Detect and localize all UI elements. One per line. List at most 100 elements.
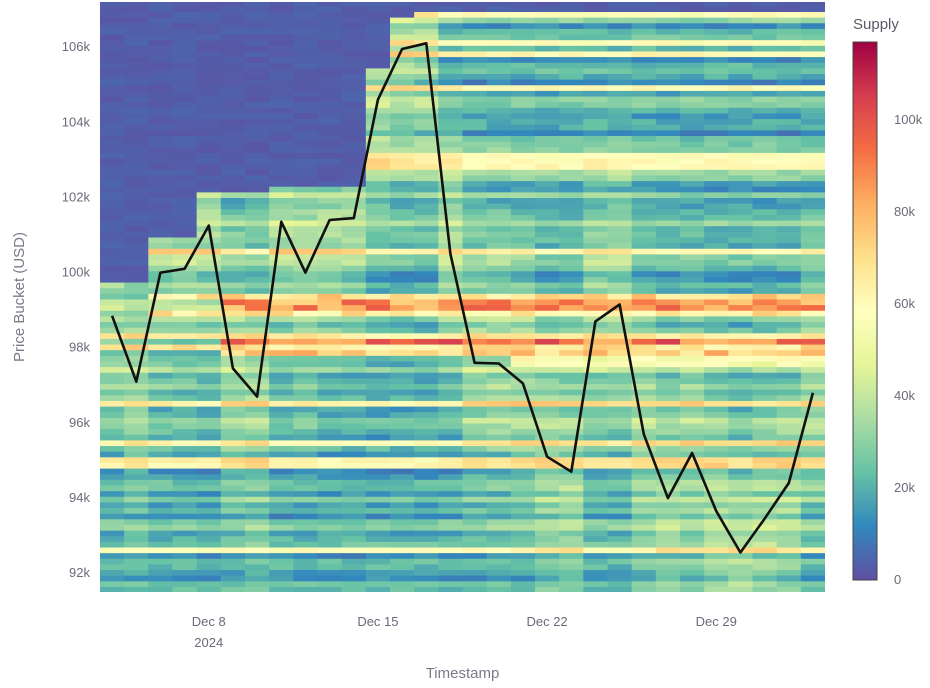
heatmap-cell (486, 17, 512, 24)
heatmap-cell (220, 484, 246, 492)
heatmap-cell (148, 45, 174, 52)
heatmap-cell (559, 62, 584, 69)
heatmap-cell (172, 394, 198, 401)
heatmap-cell (341, 484, 367, 492)
heatmap-cell (438, 439, 464, 447)
heatmap-cell (776, 242, 802, 249)
heatmap-cell (607, 50, 633, 58)
heatmap-cell (559, 298, 584, 306)
heatmap-cell (341, 569, 367, 576)
heatmap-cell (390, 84, 415, 91)
heatmap-cell (100, 563, 125, 571)
heatmap-cell (535, 219, 560, 227)
heatmap-cell (245, 225, 270, 232)
heatmap-cell (269, 129, 294, 137)
heatmap-cell (293, 62, 319, 69)
heatmap-cell (559, 11, 584, 18)
heatmap-cell (631, 163, 657, 170)
heatmap-cell (728, 118, 754, 125)
heatmap-cell (196, 112, 222, 120)
heatmap-cell (776, 157, 802, 165)
heatmap-cell (172, 310, 198, 317)
heatmap-cell (510, 524, 536, 531)
heatmap-cell (438, 225, 464, 232)
heatmap-cell (341, 524, 367, 531)
heatmap-cell (317, 73, 343, 80)
heatmap-cell (124, 411, 149, 418)
heatmap-cell (365, 445, 391, 452)
heatmap-cell (704, 270, 729, 277)
heatmap-cell (390, 107, 415, 114)
heatmap-cell (438, 473, 464, 480)
heatmap-cell (486, 203, 512, 210)
heatmap-cell (800, 434, 825, 441)
heatmap-cell (631, 236, 657, 244)
heatmap-cell (559, 236, 584, 244)
heatmap-cell (583, 558, 609, 565)
heatmap-cell (172, 535, 198, 542)
heatmap-cell (100, 191, 125, 199)
heatmap-cell (510, 219, 536, 227)
heatmap-cell (100, 360, 125, 368)
heatmap-cell (535, 501, 560, 509)
heatmap-cell (341, 197, 367, 204)
heatmap-cell (583, 50, 609, 58)
heatmap-cell (124, 265, 149, 272)
heatmap-cell (583, 33, 609, 41)
heatmap-cell (269, 28, 294, 35)
heatmap-cell (535, 529, 560, 537)
heatmap-cell (680, 259, 705, 266)
heatmap-cell (414, 349, 439, 356)
heatmap-cell (124, 33, 149, 41)
heatmap-cell (196, 203, 222, 210)
heatmap-cell (293, 569, 319, 576)
heatmap-cell (486, 214, 512, 221)
heatmap-cell (462, 389, 488, 396)
heatmap-cell (365, 405, 391, 413)
heatmap-cell (100, 377, 125, 385)
heatmap-cell (196, 558, 222, 565)
heatmap-cell (245, 417, 270, 424)
heatmap-cell (390, 124, 415, 131)
heatmap-cell (341, 496, 367, 503)
heatmap-cell (704, 343, 729, 351)
heatmap-cell (196, 355, 222, 362)
heatmap-cell (680, 84, 705, 91)
heatmap-cell (486, 529, 512, 537)
heatmap-cell (414, 518, 439, 525)
heatmap-cell (535, 372, 560, 379)
heatmap-cell (631, 141, 657, 148)
heatmap-cell (655, 5, 681, 12)
heatmap-cell (800, 180, 825, 187)
heatmap-cell (148, 411, 174, 418)
heatmap-cell (148, 298, 174, 306)
heatmap-cell (728, 434, 754, 441)
heatmap-cell (510, 405, 536, 413)
heatmap-cell (655, 434, 681, 441)
heatmap-cell (100, 490, 125, 497)
heatmap-cell (535, 135, 560, 142)
heatmap-cell (631, 552, 657, 559)
heatmap-cell (148, 101, 174, 108)
heatmap-cell (535, 225, 560, 232)
heatmap-cell (655, 146, 681, 153)
heatmap-cell (800, 467, 825, 475)
heatmap-cell (317, 191, 343, 199)
heatmap-cell (269, 411, 294, 418)
heatmap-cell (631, 535, 657, 542)
heatmap-cell (680, 496, 705, 503)
heatmap-cell (559, 349, 584, 356)
heatmap-cell (196, 434, 222, 441)
heatmap-cell (124, 11, 149, 18)
heatmap-cell (607, 5, 633, 12)
heatmap-cell (462, 180, 488, 187)
heatmap-cell (269, 507, 294, 514)
heatmap-cell (293, 338, 319, 345)
heatmap-cell (414, 242, 439, 249)
heatmap-cell (220, 355, 246, 362)
heatmap-cell (680, 513, 705, 520)
heatmap-cell (752, 546, 778, 554)
heatmap-cell (583, 253, 609, 261)
heatmap-cell (752, 270, 778, 277)
heatmap-cell (414, 174, 439, 182)
